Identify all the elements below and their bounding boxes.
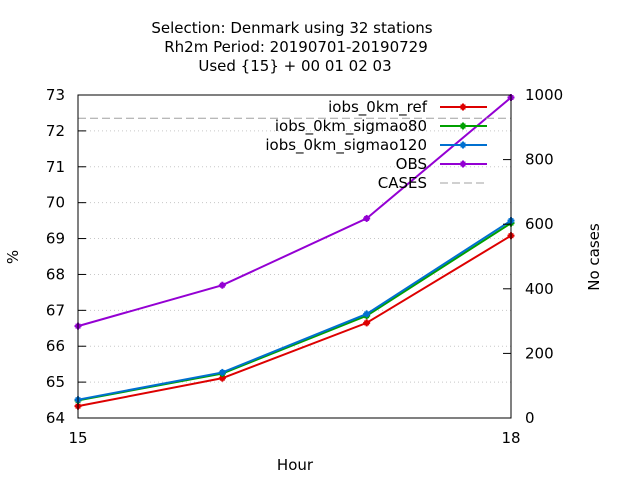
y-tick-label: 72	[46, 122, 65, 140]
series-iobs_0km_sigmao80	[74, 219, 515, 404]
data-point-OBS	[218, 281, 226, 289]
y-tick-label: 73	[46, 86, 65, 104]
x-tick-label: 15	[68, 429, 87, 447]
y2-tick-label: 600	[525, 215, 554, 233]
y-tick-label: 64	[46, 409, 65, 427]
legend-marker	[459, 160, 467, 168]
legend-entry-iobs_0km_ref: iobs_0km_ref	[328, 98, 487, 117]
data-point-iobs_0km_sigmao120	[218, 368, 226, 376]
legend-label: iobs_0km_sigmao120	[265, 136, 427, 155]
legend-entry-iobs_0km_sigmao120: iobs_0km_sigmao120	[265, 136, 487, 155]
y2-tick-label: 0	[525, 409, 535, 427]
data-point-iobs_0km_sigmao120	[363, 310, 371, 318]
y2-axis-label: No cases	[585, 223, 603, 291]
title-line-3: Used {15} + 00 01 02 03	[198, 57, 391, 75]
legend-marker	[459, 122, 467, 130]
legend: iobs_0km_refiobs_0km_sigmao80iobs_0km_si…	[265, 98, 487, 192]
legend-label: OBS	[396, 155, 427, 173]
legend-marker	[459, 103, 467, 111]
y-tick-label: 65	[46, 373, 65, 391]
legend-label: iobs_0km_ref	[328, 98, 428, 117]
title-line-1: Selection: Denmark using 32 stations	[151, 19, 432, 37]
axis-ticks: 64 65 66 67 68 69 70 71 72 73 0 200 400 600 800 1000 15 1…	[46, 86, 563, 447]
x-tick-label: 18	[501, 429, 520, 447]
chart-title: Selection: Denmark using 32 stations Rh2…	[151, 19, 432, 75]
y2-tick-label: 400	[525, 280, 554, 298]
legend-entry-OBS: OBS	[396, 155, 487, 173]
y-tick-label: 70	[46, 194, 65, 212]
legend-marker	[459, 141, 467, 149]
y2-tick-label: 200	[525, 344, 554, 362]
y2-tick-label: 1000	[525, 86, 563, 104]
y-tick-label: 71	[46, 158, 65, 176]
series-line-iobs_0km_sigmao80	[77, 222, 512, 402]
series-line-iobs_0km_ref	[77, 234, 512, 408]
series-line-iobs_0km_sigmao120	[77, 219, 512, 401]
y-axis-label: %	[4, 250, 22, 264]
legend-entry-iobs_0km_sigmao80: iobs_0km_sigmao80	[275, 117, 487, 136]
data-point-iobs_0km_ref	[363, 319, 371, 327]
y-tick-label: 68	[46, 265, 65, 283]
title-line-2: Rh2m Period: 20190701-20190729	[164, 38, 428, 56]
data-point-OBS	[363, 214, 371, 222]
y2-tick-label: 800	[525, 151, 554, 169]
legend-entry-CASES: CASES	[378, 174, 487, 192]
y-tick-label: 69	[46, 230, 65, 248]
grid	[78, 130, 511, 383]
plot-frame	[77, 94, 512, 419]
legend-label: iobs_0km_sigmao80	[275, 117, 427, 136]
x-axis-label: Hour	[277, 456, 314, 474]
y-tick-label: 67	[46, 301, 65, 319]
series-line-OBS	[77, 96, 512, 328]
legend-label: CASES	[378, 174, 427, 192]
series-iobs_0km_ref	[74, 232, 515, 410]
y-tick-label: 66	[46, 337, 65, 355]
